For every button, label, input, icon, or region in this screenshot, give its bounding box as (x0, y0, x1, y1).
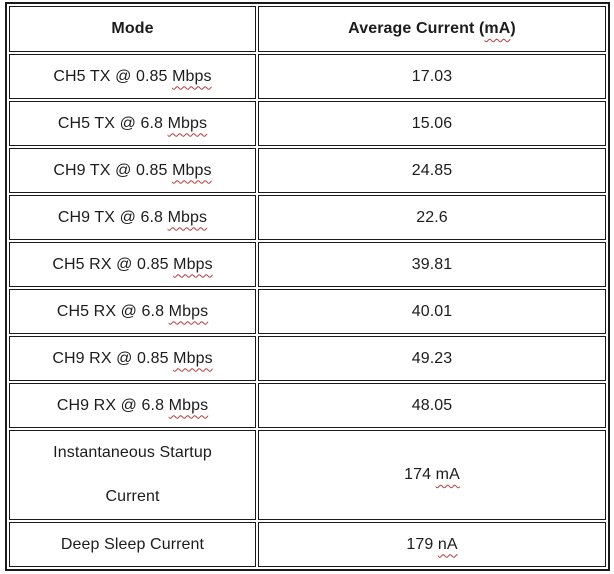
text-segment: Instantaneous Startup (53, 444, 212, 461)
text-segment: CH5 TX @ 6.8 (57, 114, 168, 132)
table-row: CH5 RX @ 6.8 Mbps 40.01 (9, 289, 606, 334)
spell-error-text: Mbps (172, 67, 212, 85)
spell-error-text: mA (484, 20, 511, 37)
table-row: Deep Sleep Current 179 nA (9, 522, 606, 567)
header-average-current: Average Current (mA) (258, 6, 606, 52)
current-cell: 15.06 (258, 101, 606, 146)
text-segment: CH9 TX @ 6.8 (57, 208, 168, 226)
text-segment: 22.6 (416, 208, 448, 226)
text-segment: 179 (406, 535, 438, 553)
spell-error-text: Mbps (168, 302, 209, 320)
mode-cell: CH5 TX @ 0.85 Mbps (9, 54, 256, 99)
text-segment: 39.81 (411, 255, 453, 273)
mode-cell: Instantaneous Startup Current (9, 430, 256, 520)
table-row: CH9 TX @ 6.8 Mbps 22.6 (9, 195, 606, 240)
text-segment: CH9 RX @ 6.8 (56, 396, 169, 414)
mode-cell: CH5 TX @ 6.8 Mbps (9, 101, 256, 146)
text-segment: CH9 RX @ 0.85 (52, 349, 174, 367)
text-segment: Average Current ( (348, 20, 485, 37)
current-cell: 39.81 (258, 242, 606, 287)
mode-cell: CH9 TX @ 0.85 Mbps (9, 148, 256, 193)
table-row: CH9 RX @ 6.8 Mbps 48.05 (9, 383, 606, 428)
spell-error-text: nA (437, 535, 458, 553)
spell-error-text: Mbps (173, 255, 213, 273)
spell-error-text: Mbps (172, 161, 212, 179)
text-segment: 17.03 (411, 67, 453, 85)
text-segment: Current (105, 488, 160, 505)
text-segment: CH9 TX @ 0.85 (53, 161, 173, 179)
text-segment: 40.01 (411, 302, 453, 320)
text-segment: Mode (111, 20, 154, 37)
current-cell: 49.23 (258, 336, 606, 381)
mode-cell: Deep Sleep Current (9, 522, 256, 567)
header-mode: Mode (9, 6, 256, 52)
table-row: CH9 TX @ 0.85 Mbps 24.85 (9, 148, 606, 193)
table-row: CH5 TX @ 6.8 Mbps 15.06 (9, 101, 606, 146)
text-segment: CH5 RX @ 0.85 (52, 255, 174, 273)
text-segment: CH5 TX @ 0.85 (53, 67, 173, 85)
mode-cell: CH9 TX @ 6.8 Mbps (9, 195, 256, 240)
current-cell: 174 mA (258, 430, 606, 520)
current-cell: 40.01 (258, 289, 606, 334)
mode-cell: CH9 RX @ 6.8 Mbps (9, 383, 256, 428)
text-segment: Deep Sleep Current (60, 535, 205, 553)
table-header-row: Mode Average Current (mA) (9, 6, 606, 52)
text-segment: 49.23 (411, 349, 453, 367)
text-segment: 48.05 (411, 396, 453, 414)
text-segment: 174 (404, 466, 436, 483)
spell-error-text: Mbps (167, 114, 208, 132)
spell-error-text: Mbps (167, 208, 208, 226)
text-segment: 24.85 (411, 161, 453, 179)
table-row: CH5 TX @ 0.85 Mbps 17.03 (9, 54, 606, 99)
spell-error-text: Mbps (168, 396, 209, 414)
mode-cell: CH9 RX @ 0.85 Mbps (9, 336, 256, 381)
table-row: CH9 RX @ 0.85 Mbps 49.23 (9, 336, 606, 381)
table-row: CH5 RX @ 0.85 Mbps 39.81 (9, 242, 606, 287)
current-cell: 179 nA (258, 522, 606, 567)
text-segment: CH5 RX @ 6.8 (56, 302, 169, 320)
spell-error-text: Mbps (173, 349, 213, 367)
table-row: Instantaneous Startup Current 174 mA (9, 430, 606, 520)
text-segment: 15.06 (411, 114, 453, 132)
current-cell: 24.85 (258, 148, 606, 193)
spell-error-text: mA (435, 466, 460, 483)
mode-cell: CH5 RX @ 0.85 Mbps (9, 242, 256, 287)
current-cell: 22.6 (258, 195, 606, 240)
current-cell: 17.03 (258, 54, 606, 99)
text-segment: ) (510, 20, 516, 37)
mode-cell: CH5 RX @ 6.8 Mbps (9, 289, 256, 334)
current-consumption-table: Mode Average Current (mA) CH5 TX @ 0.85 … (5, 2, 610, 571)
current-cell: 48.05 (258, 383, 606, 428)
